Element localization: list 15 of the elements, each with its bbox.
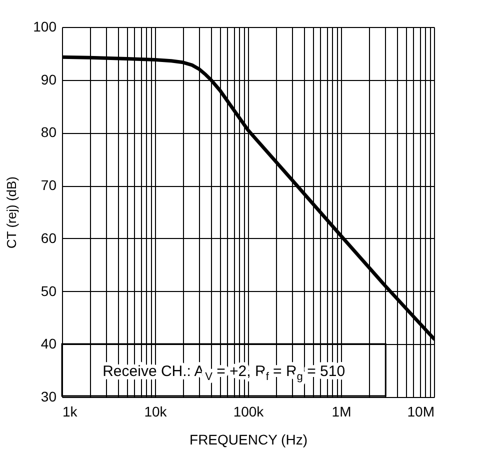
x-tick-label: 10k <box>144 404 168 420</box>
y-tick-label: 100 <box>33 18 57 34</box>
x-tick-label: 100k <box>233 404 265 420</box>
y-tick-label: 70 <box>40 177 57 194</box>
y-tick-label: 40 <box>40 336 57 352</box>
y-axis-title: CT (rej) (dB) <box>4 176 20 248</box>
y-tick-label: 30 <box>40 388 57 404</box>
y-tick-label: 80 <box>40 124 57 140</box>
x-tick-label: 1M <box>332 404 352 420</box>
y-tick-label: 90 <box>40 71 57 88</box>
y-tick-label: 50 <box>40 282 57 299</box>
x-axis-title: FREQUENCY (Hz) <box>190 432 308 448</box>
x-tick-label: 10M <box>407 404 434 420</box>
y-tick-label: 60 <box>40 230 57 246</box>
x-tick-label: 1k <box>62 404 78 420</box>
